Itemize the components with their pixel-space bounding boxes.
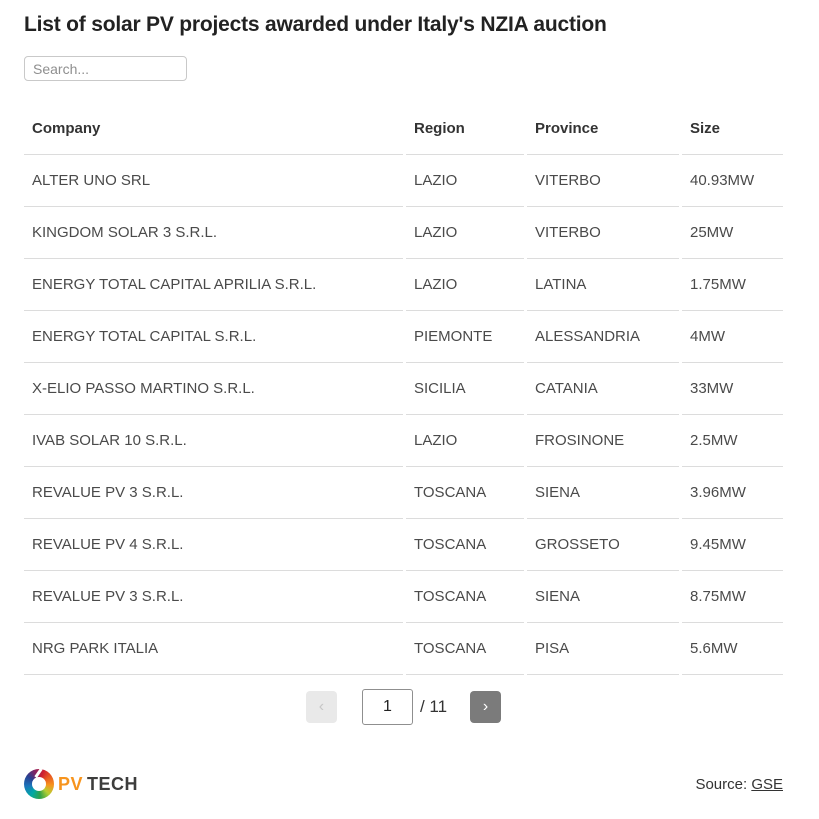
cell-company: ENERGY TOTAL CAPITAL APRILIA S.R.L. (24, 259, 403, 311)
cell-region: TOSCANA (406, 623, 524, 675)
page-total-label: / 11 (419, 697, 448, 716)
source-label: Source: (695, 775, 752, 793)
column-header-region: Region (406, 106, 524, 155)
cell-province: GROSSETO (527, 519, 679, 571)
cell-size: 25MW (682, 207, 783, 259)
cell-size: 2.5MW (682, 415, 783, 467)
table-header-row: Company Region Province Size (24, 106, 783, 155)
pvtech-ring-icon (24, 769, 54, 799)
footer: PV TECH Source: GSE (24, 769, 783, 799)
pagination: ‹ / 11 › (24, 689, 783, 725)
next-page-button[interactable]: › (470, 691, 502, 723)
cell-region: PIEMONTE (406, 311, 524, 363)
cell-size: 3.96MW (682, 467, 783, 519)
cell-province: PISA (527, 623, 679, 675)
cell-region: LAZIO (406, 415, 524, 467)
table-row: ALTER UNO SRL LAZIO VITERBO 40.93MW (24, 155, 783, 207)
cell-size: 8.75MW (682, 571, 783, 623)
table-row: IVAB SOLAR 10 S.R.L. LAZIO FROSINONE 2.5… (24, 415, 783, 467)
table-row: ENERGY TOTAL CAPITAL S.R.L. PIEMONTE ALE… (24, 311, 783, 363)
cell-province: VITERBO (527, 155, 679, 207)
cell-company: NRG PARK ITALIA (24, 623, 403, 675)
cell-company: IVAB SOLAR 10 S.R.L. (24, 415, 403, 467)
cell-size: 5.6MW (682, 623, 783, 675)
cell-company: REVALUE PV 3 S.R.L. (24, 571, 403, 623)
table-row: X-ELIO PASSO MARTINO S.R.L. SICILIA CATA… (24, 363, 783, 415)
search-input[interactable] (24, 56, 187, 81)
cell-size: 4MW (682, 311, 783, 363)
cell-region: LAZIO (406, 207, 524, 259)
cell-region: SICILIA (406, 363, 524, 415)
cell-company: X-ELIO PASSO MARTINO S.R.L. (24, 363, 403, 415)
cell-region: TOSCANA (406, 467, 524, 519)
cell-company: REVALUE PV 4 S.R.L. (24, 519, 403, 571)
table-row: REVALUE PV 4 S.R.L. TOSCANA GROSSETO 9.4… (24, 519, 783, 571)
cell-company: REVALUE PV 3 S.R.L. (24, 467, 403, 519)
source-link[interactable]: GSE (751, 775, 783, 793)
table-row: KINGDOM SOLAR 3 S.R.L. LAZIO VITERBO 25M… (24, 207, 783, 259)
cell-size: 33MW (682, 363, 783, 415)
cell-company: ENERGY TOTAL CAPITAL S.R.L. (24, 311, 403, 363)
cell-size: 40.93MW (682, 155, 783, 207)
table-row: ENERGY TOTAL CAPITAL APRILIA S.R.L. LAZI… (24, 259, 783, 311)
logo-text-pv: PV (58, 774, 84, 794)
column-header-province: Province (527, 106, 679, 155)
cell-province: FROSINONE (527, 415, 679, 467)
cell-province: SIENA (527, 571, 679, 623)
column-header-size: Size (682, 106, 783, 155)
cell-company: ALTER UNO SRL (24, 155, 403, 207)
prev-page-button[interactable]: ‹ (305, 691, 337, 723)
pvtech-logo: PV TECH (24, 769, 138, 799)
cell-province: CATANIA (527, 363, 679, 415)
cell-province: ALESSANDRIA (527, 311, 679, 363)
cell-region: LAZIO (406, 259, 524, 311)
chevron-right-icon: › (482, 698, 489, 715)
cell-company: KINGDOM SOLAR 3 S.R.L. (24, 207, 403, 259)
cell-region: TOSCANA (406, 519, 524, 571)
cell-province: SIENA (527, 467, 679, 519)
source-note: Source: GSE (695, 776, 783, 793)
cell-size: 9.45MW (682, 519, 783, 571)
cell-province: VITERBO (527, 207, 679, 259)
cell-province: LATINA (527, 259, 679, 311)
chevron-left-icon: ‹ (318, 698, 325, 715)
table-row: REVALUE PV 3 S.R.L. TOSCANA SIENA 3.96MW (24, 467, 783, 519)
logo-text-tech: TECH (87, 774, 139, 794)
column-header-company: Company (24, 106, 403, 155)
page-number-input[interactable] (361, 689, 413, 725)
cell-region: LAZIO (406, 155, 524, 207)
cell-region: TOSCANA (406, 571, 524, 623)
cell-size: 1.75MW (682, 259, 783, 311)
table-row: REVALUE PV 3 S.R.L. TOSCANA SIENA 8.75MW (24, 571, 783, 623)
page-title: List of solar PV projects awarded under … (24, 13, 607, 36)
table-row: NRG PARK ITALIA TOSCANA PISA 5.6MW (24, 623, 783, 675)
projects-table: Company Region Province Size ALTER UNO S… (21, 106, 786, 675)
